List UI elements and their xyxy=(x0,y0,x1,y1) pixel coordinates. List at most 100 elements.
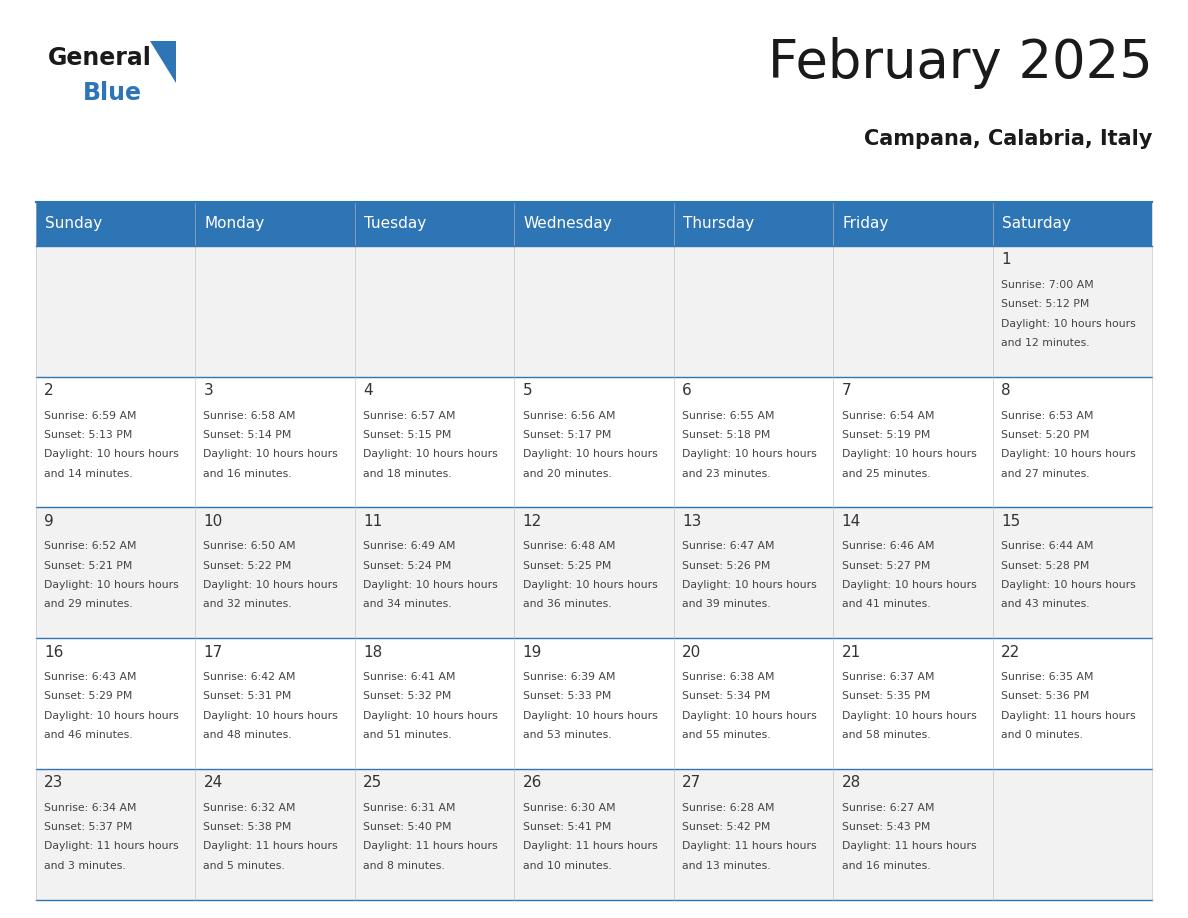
Text: Sunset: 5:15 PM: Sunset: 5:15 PM xyxy=(364,430,451,440)
Text: Sunrise: 6:38 AM: Sunrise: 6:38 AM xyxy=(682,672,775,682)
Bar xyxy=(195,638,355,769)
Bar xyxy=(993,638,1152,769)
Text: 3: 3 xyxy=(203,383,213,398)
Text: 24: 24 xyxy=(203,776,222,790)
Text: Sunset: 5:22 PM: Sunset: 5:22 PM xyxy=(203,561,292,571)
Bar xyxy=(195,246,355,376)
Text: Sunset: 5:32 PM: Sunset: 5:32 PM xyxy=(364,691,451,701)
Text: Daylight: 10 hours hours: Daylight: 10 hours hours xyxy=(523,580,657,590)
Text: and 16 minutes.: and 16 minutes. xyxy=(203,468,292,478)
Text: Sunrise: 6:35 AM: Sunrise: 6:35 AM xyxy=(1001,672,1094,682)
Text: Sunrise: 6:39 AM: Sunrise: 6:39 AM xyxy=(523,672,615,682)
Text: and 5 minutes.: and 5 minutes. xyxy=(203,861,285,870)
Bar xyxy=(355,638,514,769)
Text: Daylight: 10 hours hours: Daylight: 10 hours hours xyxy=(1001,319,1136,329)
Text: 5: 5 xyxy=(523,383,532,398)
Text: Daylight: 10 hours hours: Daylight: 10 hours hours xyxy=(682,449,817,459)
Bar xyxy=(36,508,195,638)
Bar xyxy=(36,376,195,508)
Text: Campana, Calabria, Italy: Campana, Calabria, Italy xyxy=(864,129,1152,149)
Text: Sunset: 5:29 PM: Sunset: 5:29 PM xyxy=(44,691,132,701)
Text: Sunrise: 6:30 AM: Sunrise: 6:30 AM xyxy=(523,803,615,812)
Text: and 12 minutes.: and 12 minutes. xyxy=(1001,338,1089,348)
Text: Daylight: 10 hours hours: Daylight: 10 hours hours xyxy=(523,449,657,459)
Text: 2: 2 xyxy=(44,383,53,398)
Bar xyxy=(36,638,195,769)
Text: Friday: Friday xyxy=(842,217,889,231)
Text: 4: 4 xyxy=(364,383,373,398)
Bar xyxy=(355,508,514,638)
Bar xyxy=(833,638,993,769)
Text: Monday: Monday xyxy=(204,217,265,231)
Text: Sunrise: 6:28 AM: Sunrise: 6:28 AM xyxy=(682,803,775,812)
Text: Daylight: 10 hours hours: Daylight: 10 hours hours xyxy=(841,449,977,459)
Bar xyxy=(36,246,195,376)
Text: Saturday: Saturday xyxy=(1003,217,1072,231)
Text: 11: 11 xyxy=(364,514,383,529)
Text: Sunset: 5:42 PM: Sunset: 5:42 PM xyxy=(682,823,771,832)
Text: 23: 23 xyxy=(44,776,63,790)
Text: and 20 minutes.: and 20 minutes. xyxy=(523,468,612,478)
Text: 14: 14 xyxy=(841,514,861,529)
Text: General: General xyxy=(48,46,151,70)
Text: 28: 28 xyxy=(841,776,861,790)
Text: 18: 18 xyxy=(364,644,383,660)
Text: and 27 minutes.: and 27 minutes. xyxy=(1001,468,1089,478)
Polygon shape xyxy=(150,41,176,83)
Text: Daylight: 11 hours hours: Daylight: 11 hours hours xyxy=(203,842,339,851)
Text: Daylight: 10 hours hours: Daylight: 10 hours hours xyxy=(203,580,339,590)
Text: Sunset: 5:21 PM: Sunset: 5:21 PM xyxy=(44,561,132,571)
Text: Daylight: 10 hours hours: Daylight: 10 hours hours xyxy=(44,711,178,721)
Text: Sunset: 5:37 PM: Sunset: 5:37 PM xyxy=(44,823,132,832)
Text: Daylight: 11 hours hours: Daylight: 11 hours hours xyxy=(44,842,178,851)
Bar xyxy=(514,508,674,638)
Text: Sunset: 5:13 PM: Sunset: 5:13 PM xyxy=(44,430,132,440)
Text: Sunrise: 6:48 AM: Sunrise: 6:48 AM xyxy=(523,542,615,552)
Text: Sunrise: 6:37 AM: Sunrise: 6:37 AM xyxy=(841,672,934,682)
Text: Sunrise: 6:55 AM: Sunrise: 6:55 AM xyxy=(682,410,775,420)
Text: and 23 minutes.: and 23 minutes. xyxy=(682,468,771,478)
Text: Sunrise: 6:44 AM: Sunrise: 6:44 AM xyxy=(1001,542,1094,552)
Text: Tuesday: Tuesday xyxy=(365,217,426,231)
Bar xyxy=(195,508,355,638)
Text: Sunrise: 6:58 AM: Sunrise: 6:58 AM xyxy=(203,410,296,420)
Text: Daylight: 10 hours hours: Daylight: 10 hours hours xyxy=(841,580,977,590)
Text: Daylight: 10 hours hours: Daylight: 10 hours hours xyxy=(203,449,339,459)
Text: Sunset: 5:25 PM: Sunset: 5:25 PM xyxy=(523,561,611,571)
Text: Sunrise: 6:54 AM: Sunrise: 6:54 AM xyxy=(841,410,934,420)
Text: Sunrise: 6:56 AM: Sunrise: 6:56 AM xyxy=(523,410,615,420)
Text: 22: 22 xyxy=(1001,644,1020,660)
Text: February 2025: February 2025 xyxy=(767,37,1152,89)
Text: Sunrise: 6:32 AM: Sunrise: 6:32 AM xyxy=(203,803,296,812)
Text: 17: 17 xyxy=(203,644,222,660)
Text: Sunrise: 6:49 AM: Sunrise: 6:49 AM xyxy=(364,542,455,552)
Text: Sunset: 5:34 PM: Sunset: 5:34 PM xyxy=(682,691,771,701)
Text: Daylight: 10 hours hours: Daylight: 10 hours hours xyxy=(44,580,178,590)
Text: Daylight: 10 hours hours: Daylight: 10 hours hours xyxy=(44,449,178,459)
Text: 9: 9 xyxy=(44,514,53,529)
Text: Sunset: 5:38 PM: Sunset: 5:38 PM xyxy=(203,823,292,832)
Bar xyxy=(833,769,993,900)
Text: Sunrise: 6:57 AM: Sunrise: 6:57 AM xyxy=(364,410,455,420)
Bar xyxy=(674,246,833,376)
Text: and 58 minutes.: and 58 minutes. xyxy=(841,730,930,740)
Text: Wednesday: Wednesday xyxy=(524,217,613,231)
Text: Daylight: 11 hours hours: Daylight: 11 hours hours xyxy=(682,842,816,851)
Text: Daylight: 11 hours hours: Daylight: 11 hours hours xyxy=(1001,711,1136,721)
Text: Sunrise: 6:41 AM: Sunrise: 6:41 AM xyxy=(364,672,455,682)
Text: Sunset: 5:24 PM: Sunset: 5:24 PM xyxy=(364,561,451,571)
Text: Thursday: Thursday xyxy=(683,217,754,231)
Text: and 3 minutes.: and 3 minutes. xyxy=(44,861,126,870)
Text: and 34 minutes.: and 34 minutes. xyxy=(364,599,451,610)
Text: Sunrise: 6:31 AM: Sunrise: 6:31 AM xyxy=(364,803,455,812)
Text: and 39 minutes.: and 39 minutes. xyxy=(682,599,771,610)
Text: and 25 minutes.: and 25 minutes. xyxy=(841,468,930,478)
Text: Sunrise: 6:53 AM: Sunrise: 6:53 AM xyxy=(1001,410,1094,420)
Text: Daylight: 10 hours hours: Daylight: 10 hours hours xyxy=(523,711,657,721)
Text: and 46 minutes.: and 46 minutes. xyxy=(44,730,133,740)
Bar xyxy=(195,769,355,900)
Text: 20: 20 xyxy=(682,644,701,660)
Text: Daylight: 10 hours hours: Daylight: 10 hours hours xyxy=(364,580,498,590)
Bar xyxy=(36,769,195,900)
Text: Blue: Blue xyxy=(83,81,143,105)
